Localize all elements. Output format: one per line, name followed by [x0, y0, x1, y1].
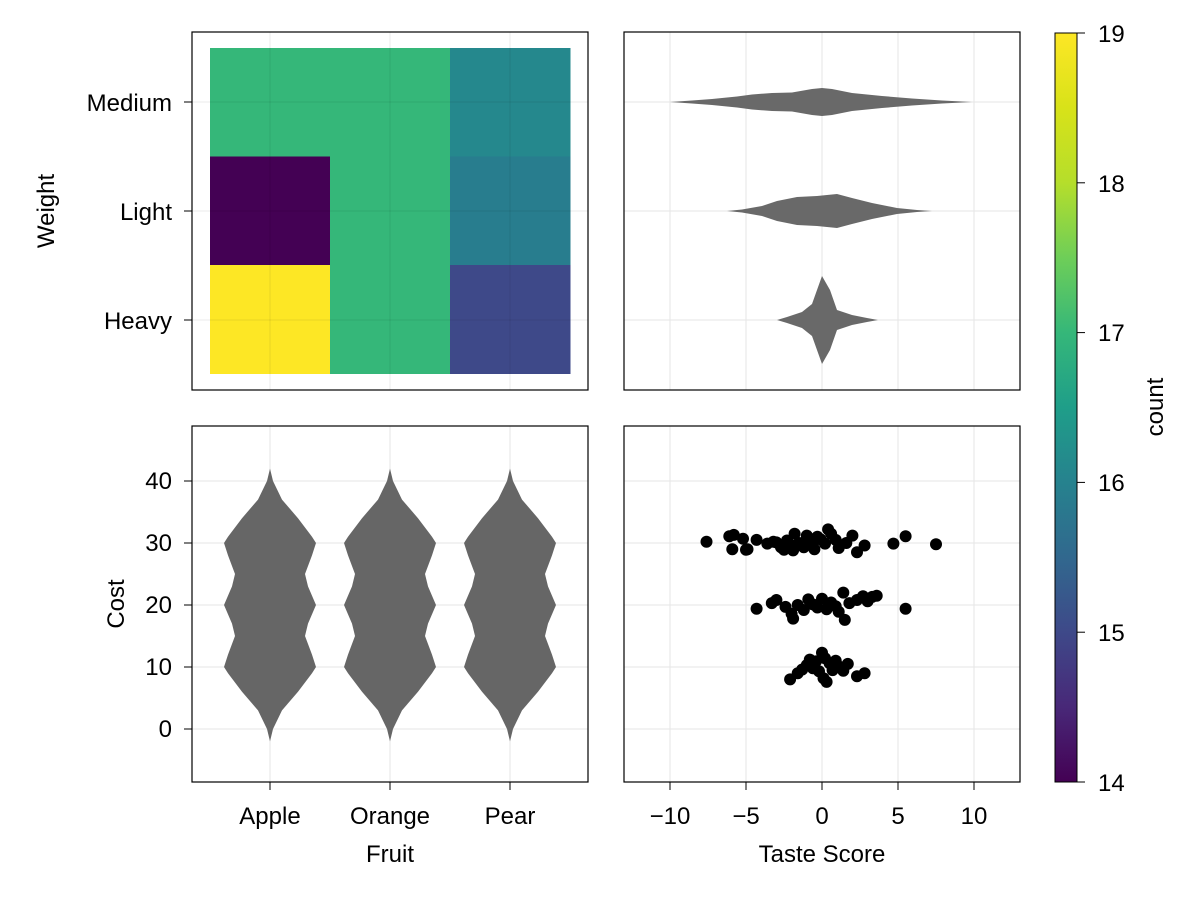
tick-label-weight-light: Light: [120, 199, 172, 226]
colorbar-label-count: count: [1142, 377, 1169, 436]
heatmap-cell: [210, 156, 331, 266]
heatmap-cell: [330, 156, 451, 266]
heatmap-cell: [210, 265, 331, 374]
heatmap-cell: [330, 265, 451, 374]
vertical-violin-panel: [184, 425, 589, 790]
scatter-point: [819, 537, 831, 550]
heatmap-panel: [184, 31, 589, 391]
tick-label-weight-medium: Medium: [87, 90, 172, 117]
scatter-point: [740, 543, 752, 556]
tick-label-taste-neg10: −10: [650, 803, 691, 830]
scatter-point: [788, 527, 801, 540]
tick-label-pear: Pear: [485, 803, 536, 830]
violin-heavy: [777, 276, 878, 364]
scatter-point: [858, 539, 871, 552]
violin-pear: [464, 468, 556, 742]
scatter-point: [750, 533, 763, 546]
violin-orange: [344, 468, 436, 742]
scatter-point: [838, 613, 851, 626]
axis-label-cost: Cost: [103, 579, 130, 629]
colorbar-tick-14: 14: [1098, 770, 1125, 797]
panel-frame: [623, 425, 1021, 783]
colorbar-tick-17: 17: [1098, 320, 1125, 347]
heatmap-cell: [450, 48, 571, 157]
colorbar: [1054, 32, 1085, 783]
panel-frame: [191, 425, 589, 783]
tick-label-apple: Apple: [239, 803, 300, 830]
scatter-point: [750, 602, 763, 615]
scatter-point: [737, 532, 749, 545]
scatter-point: [816, 592, 828, 605]
horizontal-violin-panel: [623, 31, 1021, 391]
scatter-point: [727, 528, 740, 541]
axis-label-taste-score: Taste Score: [759, 841, 886, 868]
panel-frame: [623, 31, 1021, 391]
scatter-point: [858, 667, 871, 680]
tick-label-cost-20: 20: [145, 592, 172, 619]
scatter-point: [870, 589, 883, 602]
colorbar-tick-15: 15: [1098, 620, 1125, 647]
tick-label-cost-10: 10: [145, 654, 172, 681]
scatter-point: [808, 543, 821, 556]
tick-label-cost-30: 30: [145, 530, 172, 557]
scatter-point: [797, 604, 810, 616]
colorbar-tick-18: 18: [1098, 171, 1125, 198]
axis-label-fruit: Fruit: [366, 841, 414, 868]
heatmap-cell: [450, 156, 571, 266]
heatmap-cell: [210, 48, 331, 157]
scatter-point: [930, 538, 942, 551]
violin-light: [727, 194, 932, 228]
scatter-point: [899, 602, 912, 615]
violin-medium: [670, 88, 972, 116]
colorbar-tick-19: 19: [1098, 21, 1125, 48]
tick-label-weight-heavy: Heavy: [104, 308, 172, 335]
tick-label-orange: Orange: [350, 803, 430, 830]
tick-label-taste-10: 10: [961, 803, 988, 830]
scatter-point: [887, 537, 900, 550]
tick-label-taste-0: 0: [815, 803, 828, 830]
tick-label-taste-neg5: −5: [732, 803, 759, 830]
scatter-point: [899, 530, 912, 543]
scatter-point: [726, 543, 739, 556]
axis-label-weight: Weight: [33, 174, 60, 249]
scatter-point: [809, 655, 822, 668]
colorbar-frame: [1054, 32, 1078, 783]
scatter-point: [770, 594, 783, 606]
panel-frame: [191, 31, 589, 391]
scatter-point: [787, 612, 800, 625]
scatter-point: [837, 586, 850, 599]
heatmap-cell: [450, 265, 571, 374]
scatter-point: [820, 675, 833, 688]
tick-label-taste-5: 5: [891, 803, 904, 830]
tick-label-cost-0: 0: [159, 716, 172, 743]
colorbar-gradient: [1055, 33, 1077, 782]
heatmap-cell: [330, 48, 451, 157]
scatter-panel: [623, 425, 1021, 790]
tick-label-cost-40: 40: [145, 468, 172, 495]
scatter-point: [700, 535, 713, 548]
violin-apple: [224, 468, 316, 742]
scatter-point: [846, 529, 859, 542]
scatter-point: [841, 657, 854, 670]
colorbar-tick-16: 16: [1098, 470, 1125, 497]
